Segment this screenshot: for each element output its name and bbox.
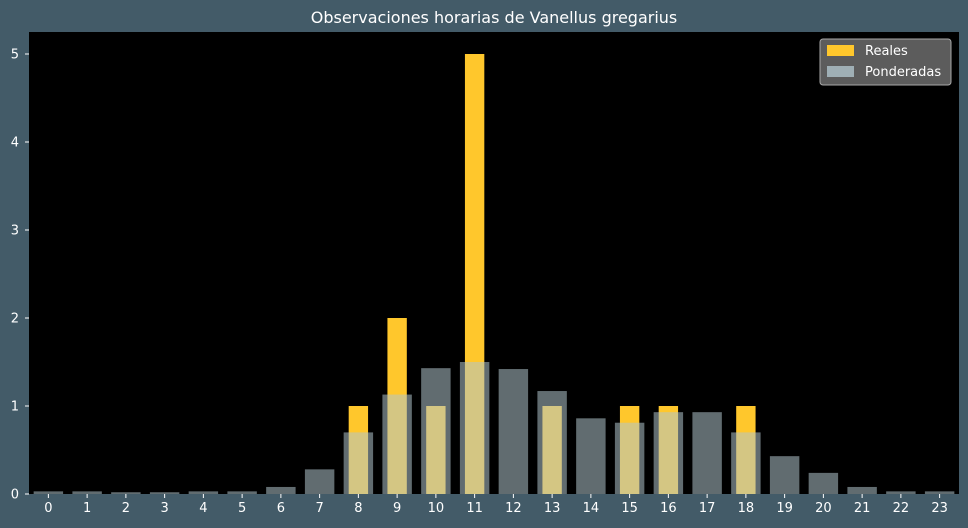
x-tick-label: 12 [505, 501, 522, 516]
x-tick-label: 15 [621, 501, 638, 516]
x-tick-label: 19 [776, 501, 793, 516]
bar-ponderadas-0 [33, 491, 64, 494]
x-tick-label: 11 [466, 501, 483, 516]
x-tick-label: 6 [277, 501, 285, 516]
x-tick-label: 3 [160, 501, 168, 516]
legend-swatch-reales [827, 45, 854, 56]
legend-swatch-ponderadas [827, 66, 854, 77]
bar-ponderadas-5 [227, 491, 257, 494]
series-ponderadas [33, 362, 955, 494]
bar-ponderadas-13 [537, 391, 567, 494]
x-tick-label: 13 [544, 501, 561, 516]
x-tick-label: 4 [199, 501, 207, 516]
bar-ponderadas-20 [808, 472, 839, 494]
y-tick-label: 1 [11, 400, 19, 415]
y-tick-label: 2 [11, 312, 19, 327]
bar-ponderadas-17 [692, 412, 722, 494]
bar-ponderadas-19 [769, 456, 800, 494]
chart-title: Observaciones horarias de Vanellus grega… [311, 8, 678, 27]
x-tick-label: 8 [354, 501, 362, 516]
x-tick-label: 2 [122, 501, 130, 516]
x-tick-label: 17 [699, 501, 716, 516]
x-tick-label: 23 [931, 501, 948, 516]
bar-ponderadas-12 [498, 369, 529, 494]
x-tick-label: 16 [660, 501, 677, 516]
bar-ponderadas-21 [847, 486, 877, 494]
bar-ponderadas-16 [653, 412, 684, 494]
bar-ponderadas-6 [266, 486, 296, 494]
bar-ponderadas-18 [731, 432, 761, 494]
bar-ponderadas-7 [304, 469, 335, 494]
x-tick-label: 7 [315, 501, 323, 516]
bar-ponderadas-4 [188, 491, 219, 494]
x-axis: 0 1 2 3 4 5 6 7 8 9 10 11 12 13 14 15 16 17 18 19 20 21 22 23 [44, 494, 948, 516]
x-tick-label: 21 [854, 501, 871, 516]
bar-ponderadas-1 [72, 491, 102, 494]
legend-label-reales: Reales [865, 44, 908, 59]
bar-ponderadas-15 [614, 422, 645, 494]
x-tick-label: 22 [893, 501, 910, 516]
bar-ponderadas-3 [149, 492, 180, 494]
x-tick-label: 20 [815, 501, 832, 516]
bar-ponderadas-22 [886, 491, 916, 494]
bar-ponderadas-9 [382, 394, 412, 494]
x-tick-label: 14 [583, 501, 600, 516]
x-tick-label: 0 [44, 501, 52, 516]
x-tick-label: 5 [238, 501, 246, 516]
y-tick-label: 4 [11, 136, 19, 151]
legend: Reales Ponderadas [819, 38, 952, 86]
bar-ponderadas-14 [576, 418, 606, 494]
x-tick-label: 18 [738, 501, 755, 516]
bar-ponderadas-23 [924, 491, 955, 494]
plot-area [29, 32, 959, 494]
legend-label-ponderadas: Ponderadas [865, 65, 941, 80]
bar-ponderadas-8 [343, 432, 374, 494]
x-tick-label: 1 [83, 501, 91, 516]
bar-ponderadas-2 [111, 492, 141, 494]
y-tick-label: 0 [11, 488, 19, 503]
bar-ponderadas-11 [459, 362, 490, 494]
y-axis: 0 1 2 3 4 5 [11, 48, 29, 503]
y-tick-label: 3 [11, 224, 19, 239]
y-tick-label: 5 [11, 48, 19, 63]
x-tick-label: 9 [393, 501, 401, 516]
x-tick-label: 10 [428, 501, 445, 516]
bar-ponderadas-10 [421, 368, 451, 494]
